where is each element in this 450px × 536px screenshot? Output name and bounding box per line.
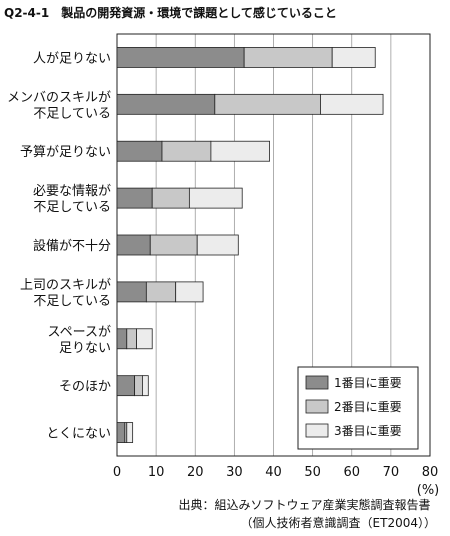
- category-label: スペースが: [48, 325, 111, 340]
- bar-segment-1: [116, 187, 153, 209]
- bar-segment-3: [331, 47, 376, 68]
- category-label: 不足している: [33, 294, 111, 309]
- x-tick-label: 0: [113, 465, 121, 480]
- category-label: 上司のスキルが: [20, 278, 111, 293]
- bar-segment-3: [175, 281, 204, 303]
- x-tick-label: 40: [265, 465, 282, 480]
- bar-segment-1: [116, 93, 216, 115]
- bar-segment-2: [243, 47, 333, 68]
- bar-segment-1: [116, 422, 126, 443]
- x-tick-label: 20: [187, 465, 204, 480]
- legend-label: 3番目に重要: [334, 424, 402, 438]
- category-label: とくにない: [46, 427, 111, 442]
- bar-segment-2: [151, 187, 190, 209]
- bar-segment-3: [210, 140, 270, 162]
- x-tick-label: 80: [422, 465, 439, 480]
- bar-segment-1: [116, 47, 245, 68]
- bar-segment-2: [134, 375, 143, 397]
- source-line-1: 出典：組込みソフトウェア産業実態調査報告書: [178, 498, 431, 512]
- bar-segment-3: [188, 187, 243, 209]
- bar-segment-2: [126, 328, 137, 350]
- legend-swatch: [305, 375, 329, 390]
- bar-segment-1: [116, 328, 128, 350]
- bar-segment-1: [116, 234, 151, 256]
- legend-label: 2番目に重要: [334, 400, 402, 414]
- bar-segment-1: [116, 281, 147, 303]
- legend-label: 1番目に重要: [334, 376, 402, 390]
- x-tick-label: 70: [383, 465, 400, 480]
- category-label: 足りない: [59, 341, 111, 356]
- bar-segment-3: [320, 93, 384, 115]
- bar-segment-3: [142, 375, 149, 397]
- category-label: 不足している: [33, 106, 111, 121]
- bar-segment-3: [136, 328, 153, 350]
- category-label: 予算が足りない: [20, 145, 111, 160]
- figure-title: 製品の開発資源・環境で課題として感じていること: [61, 6, 337, 20]
- category-label: 不足している: [33, 200, 111, 215]
- x-tick-label: 30: [226, 465, 243, 480]
- bar-segment-1: [116, 375, 136, 397]
- category-label: 設備が不十分: [33, 238, 111, 254]
- source-note: 出典：組込みソフトウェア産業実態調査報告書 （個人技術者意識調査（ET2004）…: [179, 496, 436, 532]
- chart-title: Q2-4-1 製品の開発資源・環境で課題として感じていること: [4, 4, 337, 21]
- legend-swatch: [305, 423, 329, 438]
- category-label: メンバのスキルが: [7, 90, 111, 105]
- category-label: そのほか: [59, 380, 111, 395]
- x-unit-label: (%): [417, 483, 440, 498]
- bar-segment-3: [196, 234, 239, 256]
- bar-segment-2: [214, 93, 321, 115]
- bar-segment-2: [145, 281, 177, 303]
- bar-segment-2: [149, 234, 198, 256]
- bar-segment-3: [126, 422, 134, 443]
- figure-code: Q2-4-1: [4, 6, 50, 20]
- x-tick-label: 60: [343, 465, 360, 480]
- bar-segment-2: [161, 140, 212, 162]
- legend-swatch: [305, 399, 329, 414]
- bar-segment-1: [116, 140, 163, 162]
- x-tick-label: 10: [148, 465, 165, 480]
- category-label: 人が足りない: [33, 51, 111, 66]
- category-label: 必要な情報が: [33, 184, 111, 199]
- source-line-2: （個人技術者意識調査（ET2004））: [240, 516, 436, 530]
- x-tick-label: 50: [304, 465, 321, 480]
